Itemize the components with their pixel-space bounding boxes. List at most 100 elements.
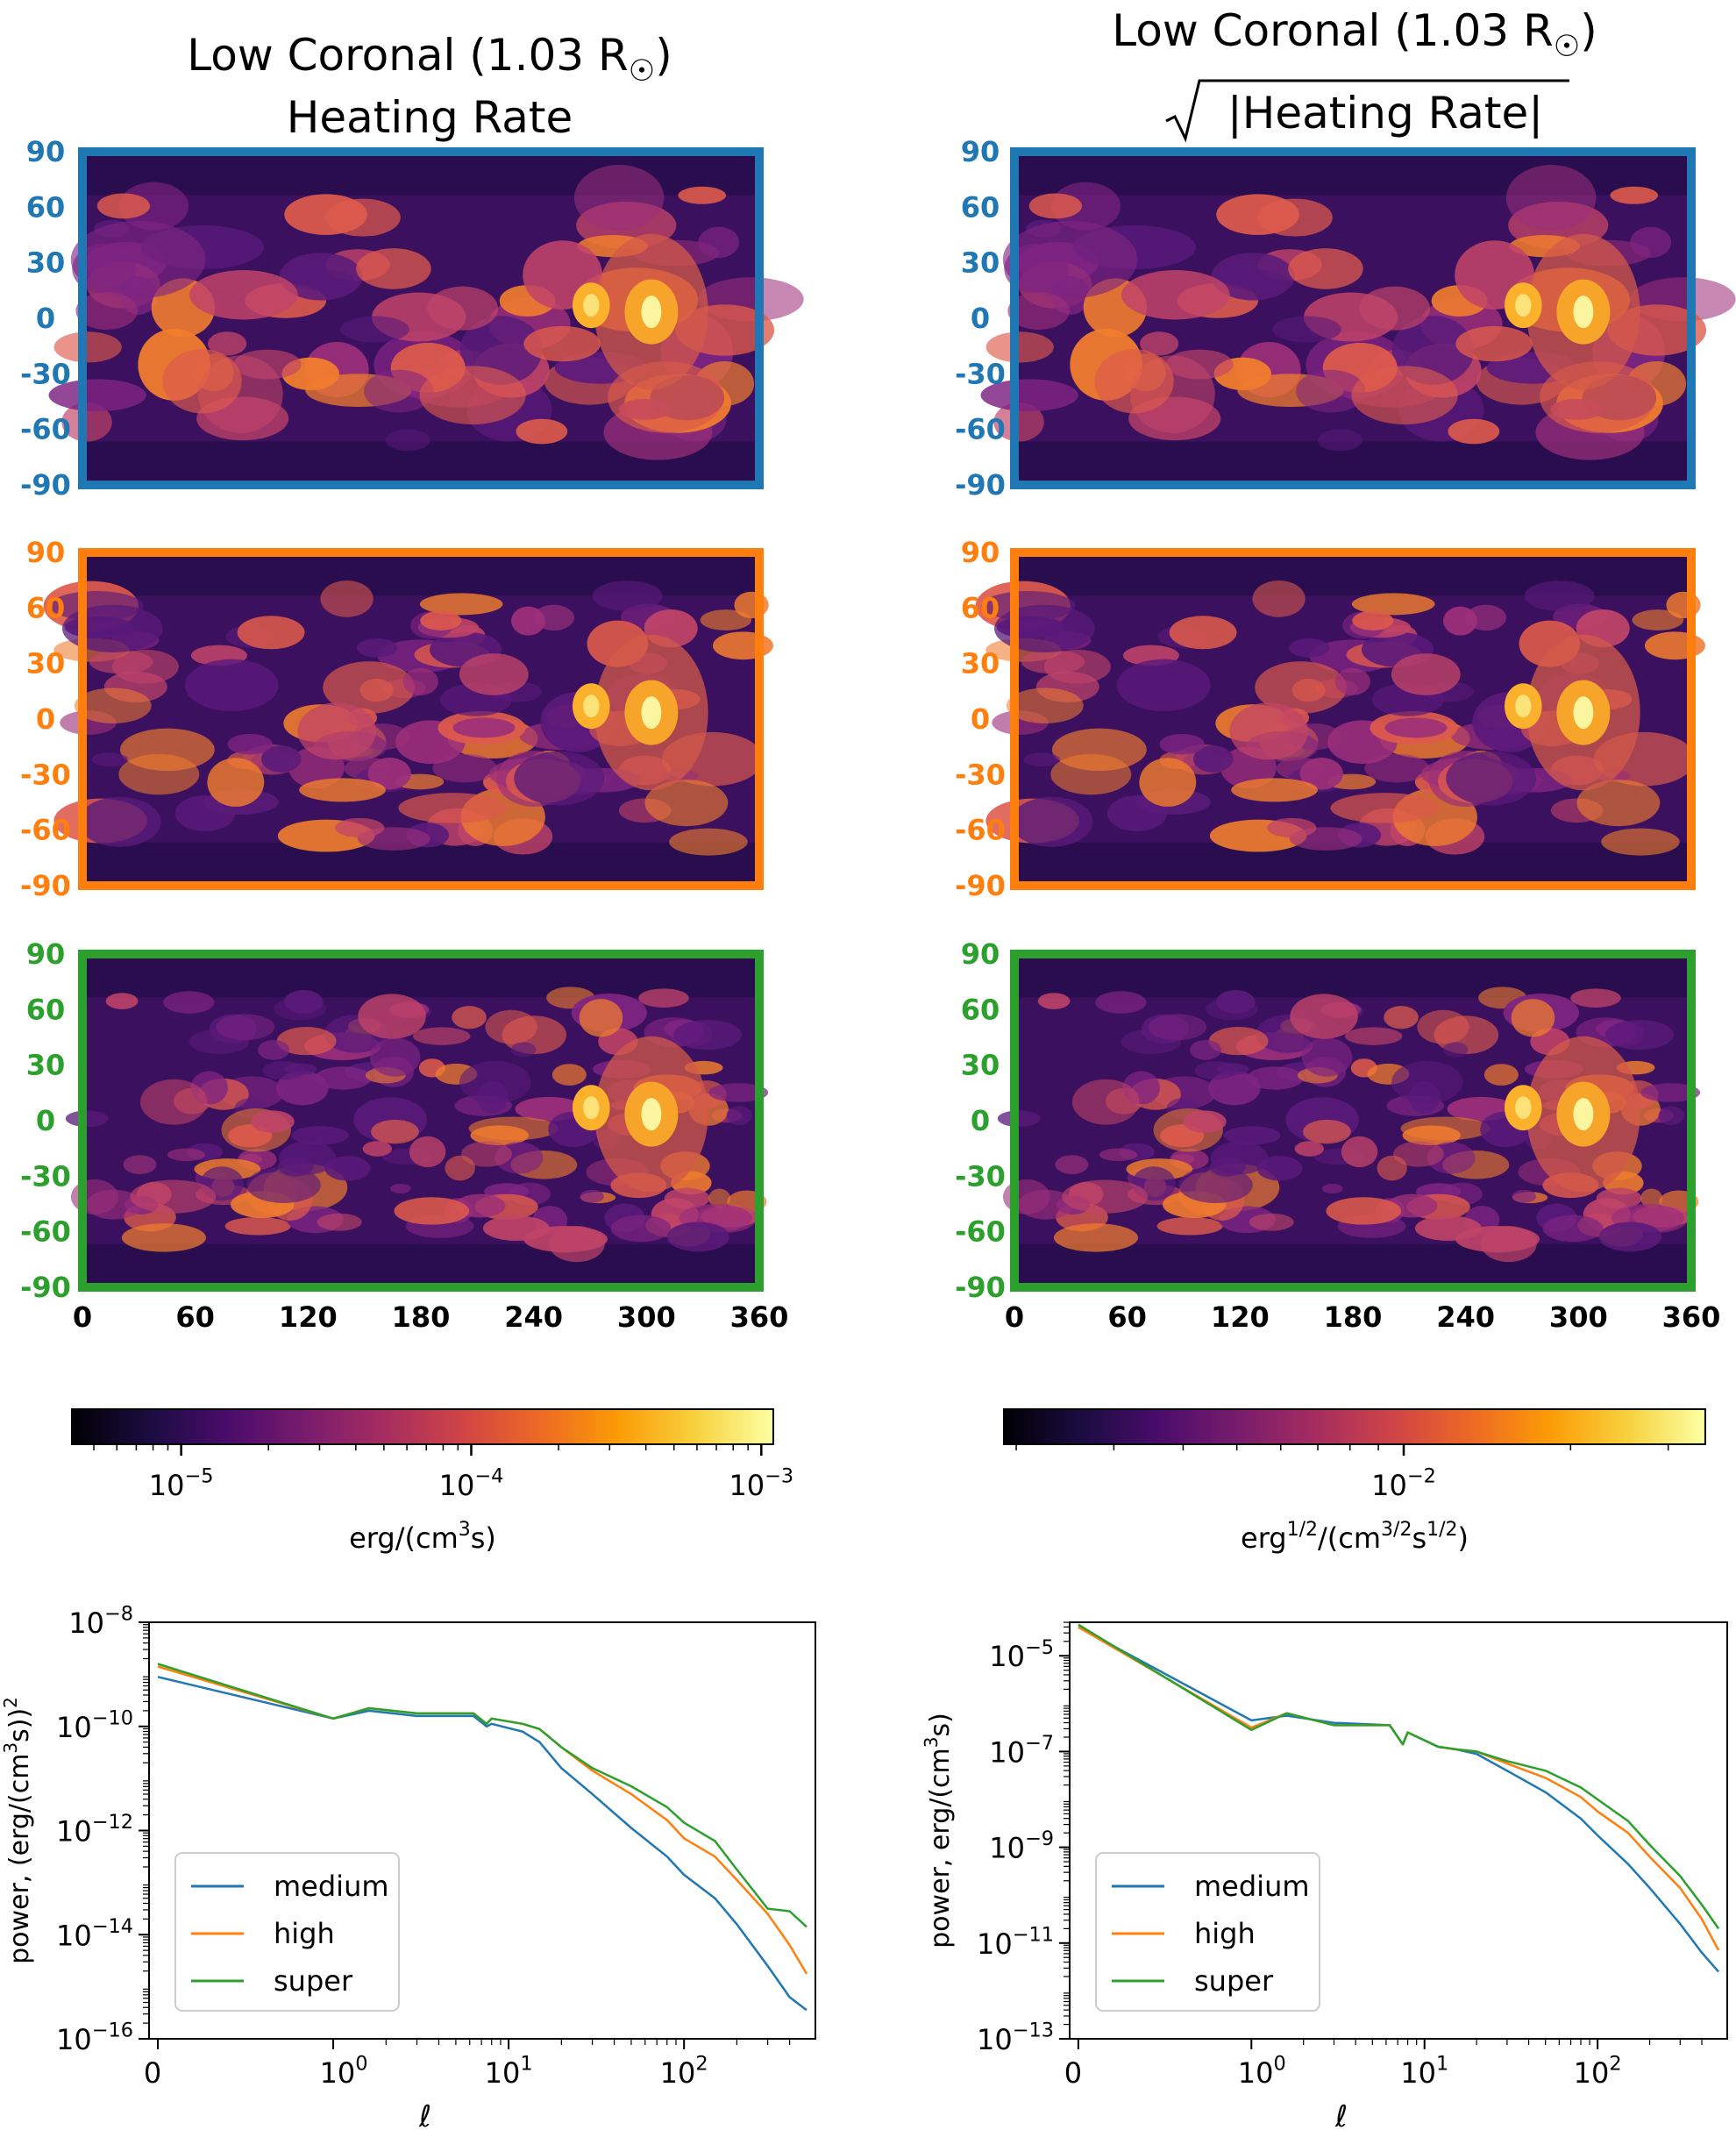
heating-feature (708, 1083, 769, 1102)
heating-feature (65, 1110, 109, 1128)
tick-exponent: −9 (1025, 1827, 1054, 1850)
map-frame (1010, 548, 1696, 890)
plot-frame (1069, 1621, 1728, 2040)
heating-feature (1006, 687, 1084, 724)
heating-feature (427, 286, 499, 331)
tick-exponent: 0 (1274, 2053, 1286, 2076)
latitude-tick-label: -60 (20, 814, 71, 847)
heating-feature (118, 182, 189, 231)
unit-part: erg (1241, 1521, 1287, 1555)
heating-feature (367, 757, 411, 790)
heating-feature (445, 1155, 475, 1181)
heating-feature (666, 1222, 729, 1252)
heating-feature (1002, 220, 1138, 299)
latitude-tick-label: 60 (26, 993, 66, 1026)
heating-feature (299, 778, 386, 802)
x-tick-label: 102 (660, 2053, 708, 2090)
heating-feature (123, 1155, 157, 1174)
heating-feature (216, 1014, 275, 1041)
heating-feature (1505, 165, 1597, 232)
heating-feature (1099, 1148, 1138, 1162)
tick-exponent: 1 (520, 2053, 532, 2076)
heating-feature (356, 638, 398, 658)
latitude-tick-label: -90 (20, 468, 71, 502)
unit-part: s) (471, 1521, 496, 1555)
latitude-tick-label: 0 (971, 302, 990, 335)
left-title-line1: Low Coronal (1.03 R☉) (187, 30, 672, 89)
tick-exponent: −3 (765, 1465, 793, 1488)
heating-feature (184, 659, 279, 712)
heating-feature (1223, 1126, 1281, 1145)
heating-feature (1050, 182, 1121, 231)
heating-feature (1301, 1037, 1353, 1077)
heating-feature (1256, 1156, 1303, 1181)
latitude-tick-label: 0 (36, 1104, 55, 1137)
tick-base: 10 (68, 1606, 104, 1640)
heating-feature (1272, 316, 1341, 343)
x-tick-label: 100 (1238, 2053, 1286, 2090)
heating-feature (335, 817, 385, 838)
heating-feature (1224, 269, 1286, 291)
heating-feature (1351, 366, 1458, 425)
tick-base: 10 (977, 2023, 1013, 2056)
heating-feature (278, 1157, 314, 1177)
colorbar-tick-label: 10−2 (1371, 1465, 1436, 1502)
heating-feature (105, 993, 139, 1009)
latitude-tick-label: -30 (955, 357, 1006, 390)
map-frame (1010, 950, 1696, 1292)
tick-base: 10 (1238, 2056, 1274, 2090)
label-exponent: 3 (921, 1736, 942, 1748)
colorbar-tick-label: 10−4 (439, 1465, 504, 1502)
heating-feature (1341, 1136, 1378, 1168)
heating-feature (1231, 778, 1318, 802)
heating-feature (452, 717, 516, 738)
sqrt-sign (1165, 79, 1569, 143)
active-region-west-core (583, 1096, 600, 1120)
heating-feature (461, 1141, 512, 1167)
series-line-medium (157, 1676, 808, 2012)
heating-feature (130, 1179, 217, 1214)
latitude-tick-label: 0 (36, 302, 55, 335)
map-frame (78, 950, 764, 1292)
heating-feature (1344, 1027, 1403, 1045)
heating-feature (1216, 194, 1299, 235)
heating-feature (1007, 292, 1070, 330)
heating-feature (207, 758, 265, 807)
heating-feature (358, 994, 426, 1039)
heating-feature (364, 369, 434, 413)
heating-feature (1640, 1188, 1663, 1208)
heating-feature (1391, 1060, 1463, 1104)
heating-feature (1455, 325, 1533, 362)
tick-base: 0 (1064, 2056, 1082, 2090)
heating-feature (251, 1110, 295, 1133)
heating-maps: 9060300-30-60-909060300-30-60-909060300-… (20, 135, 1736, 1334)
colorbars: 10−5 10−4 10−3erg/(cm3s)10−2erg1/2/(cm3/2s… (71, 1408, 1706, 1555)
latitude-tick-label: -90 (20, 1271, 71, 1304)
heating-feature (53, 331, 122, 363)
right-map-high: 90 60 30 0 -30 -60 -90 (955, 536, 1705, 902)
heating-feature (708, 1188, 731, 1208)
legend-box (1095, 1852, 1320, 2012)
tick-base: 10 (989, 1640, 1025, 1673)
heating-feature (356, 248, 431, 289)
longitude-tick-label: 120 (1211, 1300, 1270, 1334)
latitude-tick-label: 90 (961, 135, 1000, 168)
legend-label-medium: medium (274, 1870, 389, 1903)
y-tick-label: 10−11 (977, 1923, 1054, 1960)
heating-feature (1601, 828, 1680, 856)
heating-feature (70, 220, 206, 299)
unit-exponent: 3 (459, 1519, 471, 1541)
unit-exponent: 3/2 (1381, 1519, 1412, 1541)
heating-feature (1632, 609, 1684, 630)
x-tick-label: 102 (1574, 2053, 1622, 2090)
heating-feature (1121, 270, 1230, 320)
latitude-tick-label: 60 (26, 591, 66, 624)
map-frame (1010, 147, 1696, 489)
heating-feature (1094, 349, 1174, 414)
active-region-west-core (1515, 294, 1532, 317)
heating-feature (1028, 193, 1083, 219)
heating-feature (1334, 667, 1370, 695)
sqrt-radical (1165, 79, 1569, 143)
y-tick-label: 10−12 (56, 1811, 133, 1848)
